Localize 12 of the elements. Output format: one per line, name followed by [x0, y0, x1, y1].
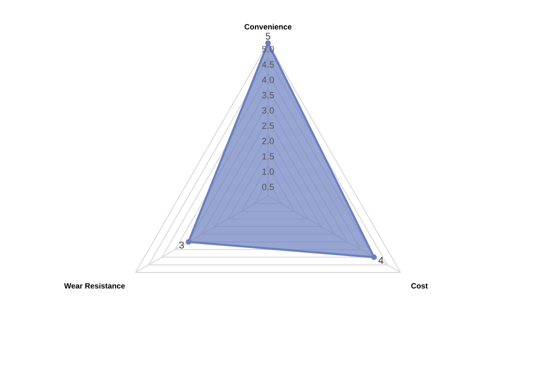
y-tick-label: 2.0	[262, 138, 274, 144]
y-tick-label: 3.0	[262, 107, 274, 114]
y-tick-label: 1.5	[262, 153, 274, 160]
y-tick-label: 0.5	[262, 184, 274, 190]
y-tick-label: 3.5	[262, 92, 274, 98]
data-label: 3	[179, 242, 184, 249]
y-tick-label: 1.0	[262, 168, 274, 175]
data-label: 4	[378, 257, 384, 264]
y-tick-label: 2.5	[262, 122, 274, 129]
y-tick-label: 4.0	[262, 76, 274, 84]
data-label: 5	[266, 32, 270, 40]
y-tick-label: 4.5	[262, 61, 274, 68]
